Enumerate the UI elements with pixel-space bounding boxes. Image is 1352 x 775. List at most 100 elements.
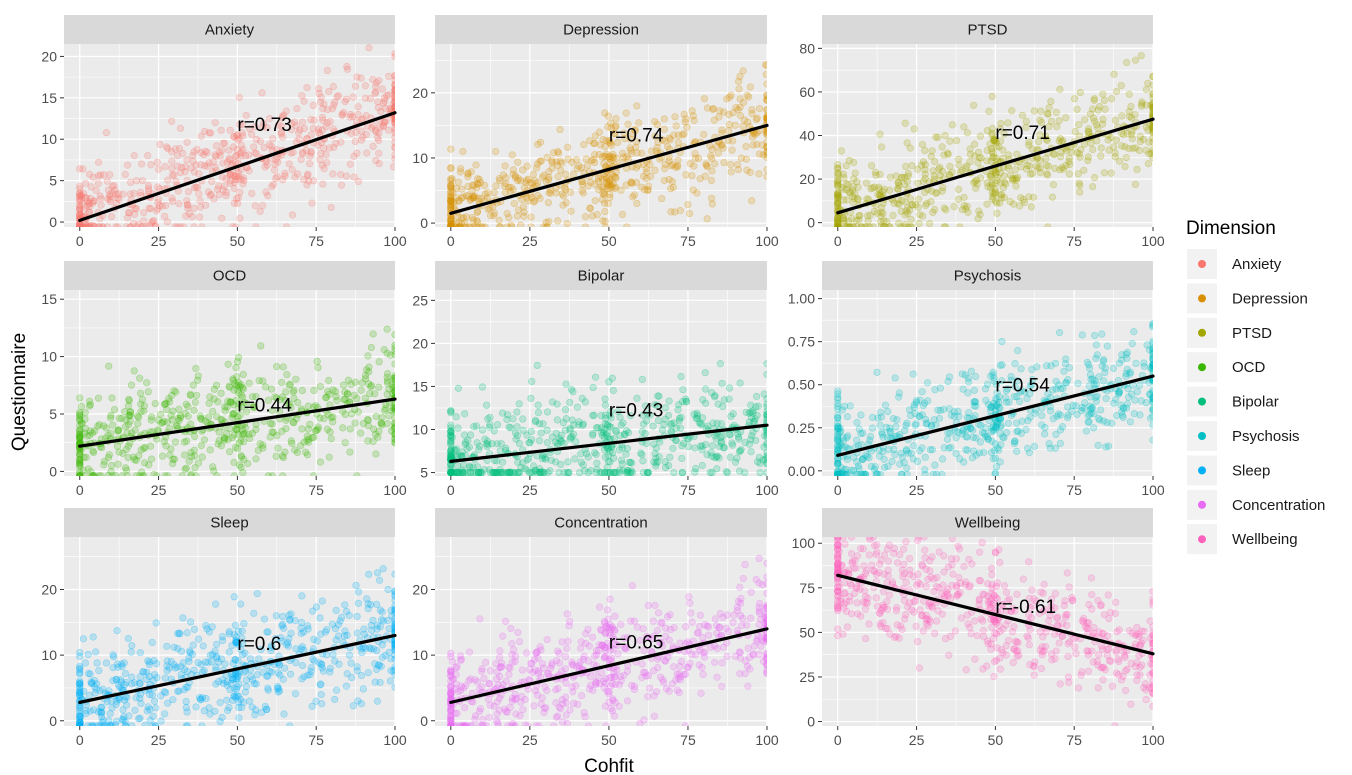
data-point (79, 466, 87, 474)
data-point (447, 705, 455, 713)
data-point (390, 424, 395, 432)
data-point (264, 684, 272, 692)
data-point (148, 217, 157, 226)
data-point (941, 131, 949, 140)
data-point (76, 433, 84, 441)
data-point (373, 665, 381, 673)
data-point (391, 387, 395, 395)
data-point (834, 182, 842, 190)
data-point (1149, 153, 1153, 162)
data-point (292, 122, 300, 130)
data-point (1074, 170, 1082, 178)
data-point (76, 458, 84, 467)
data-point (580, 141, 588, 149)
data-point (853, 418, 861, 427)
data-point (160, 688, 169, 696)
data-point (250, 143, 258, 151)
data-point (931, 158, 939, 166)
data-point (312, 426, 321, 435)
data-point (1084, 153, 1092, 161)
data-point (971, 177, 979, 186)
data-point (541, 683, 549, 691)
data-point (554, 149, 563, 157)
data-point (600, 446, 609, 454)
data-point (447, 722, 455, 726)
data-point (535, 465, 544, 473)
data-point (229, 696, 237, 704)
correlation-annotation: r=0.74 (609, 126, 664, 147)
data-point (1101, 368, 1109, 377)
data-point (325, 87, 333, 96)
data-point (1035, 137, 1043, 146)
data-point (574, 700, 582, 708)
data-point (523, 431, 531, 439)
data-point (335, 660, 343, 668)
data-point (543, 153, 551, 161)
data-point (108, 394, 116, 402)
data-point (1137, 102, 1146, 110)
data-point (680, 671, 688, 679)
data-point (996, 404, 1004, 412)
data-point (559, 201, 567, 209)
data-point (238, 129, 246, 137)
data-point (196, 412, 205, 420)
data-point (391, 627, 395, 635)
data-point (840, 219, 848, 227)
data-point (461, 219, 469, 227)
data-point (281, 172, 289, 180)
data-point (456, 168, 465, 176)
data-point (834, 446, 842, 454)
data-point (367, 645, 375, 653)
data-point (132, 694, 140, 702)
data-point (548, 164, 556, 172)
data-point (1149, 350, 1153, 358)
data-point (334, 92, 343, 100)
data-point (317, 660, 325, 668)
data-point (90, 222, 98, 227)
data-point (835, 192, 843, 200)
data-point (239, 640, 247, 648)
data-point (763, 411, 767, 419)
data-point (348, 673, 356, 682)
data-point (320, 414, 328, 423)
data-point (990, 137, 998, 145)
data-point (763, 426, 767, 434)
x-tick-label: 25 (522, 482, 538, 498)
x-tick-label: 100 (755, 482, 779, 498)
data-point (145, 204, 153, 212)
data-point (752, 115, 760, 124)
data-point (76, 687, 84, 695)
data-point (693, 189, 701, 197)
data-point (130, 189, 138, 198)
data-point (106, 192, 114, 201)
data-point (546, 467, 554, 475)
data-point (499, 680, 507, 689)
data-point (1137, 52, 1145, 60)
data-point (167, 657, 175, 666)
data-point (453, 220, 461, 227)
data-point (469, 194, 478, 202)
data-point (624, 428, 633, 437)
data-point (599, 183, 607, 191)
data-point (459, 214, 468, 222)
data-point (525, 439, 533, 447)
data-point (575, 661, 583, 670)
data-point (838, 183, 846, 192)
data-point (633, 149, 641, 157)
data-point (357, 671, 366, 680)
data-point (763, 116, 767, 124)
data-point (81, 408, 89, 417)
data-point (656, 673, 665, 681)
data-point (276, 396, 284, 404)
data-point (741, 438, 749, 447)
data-point (748, 197, 756, 205)
data-point (108, 189, 117, 197)
data-point (489, 203, 497, 211)
data-point (956, 455, 964, 463)
data-point (604, 421, 612, 429)
data-point (563, 219, 571, 227)
data-point (837, 470, 845, 476)
data-point (565, 468, 573, 476)
data-point (273, 394, 281, 402)
